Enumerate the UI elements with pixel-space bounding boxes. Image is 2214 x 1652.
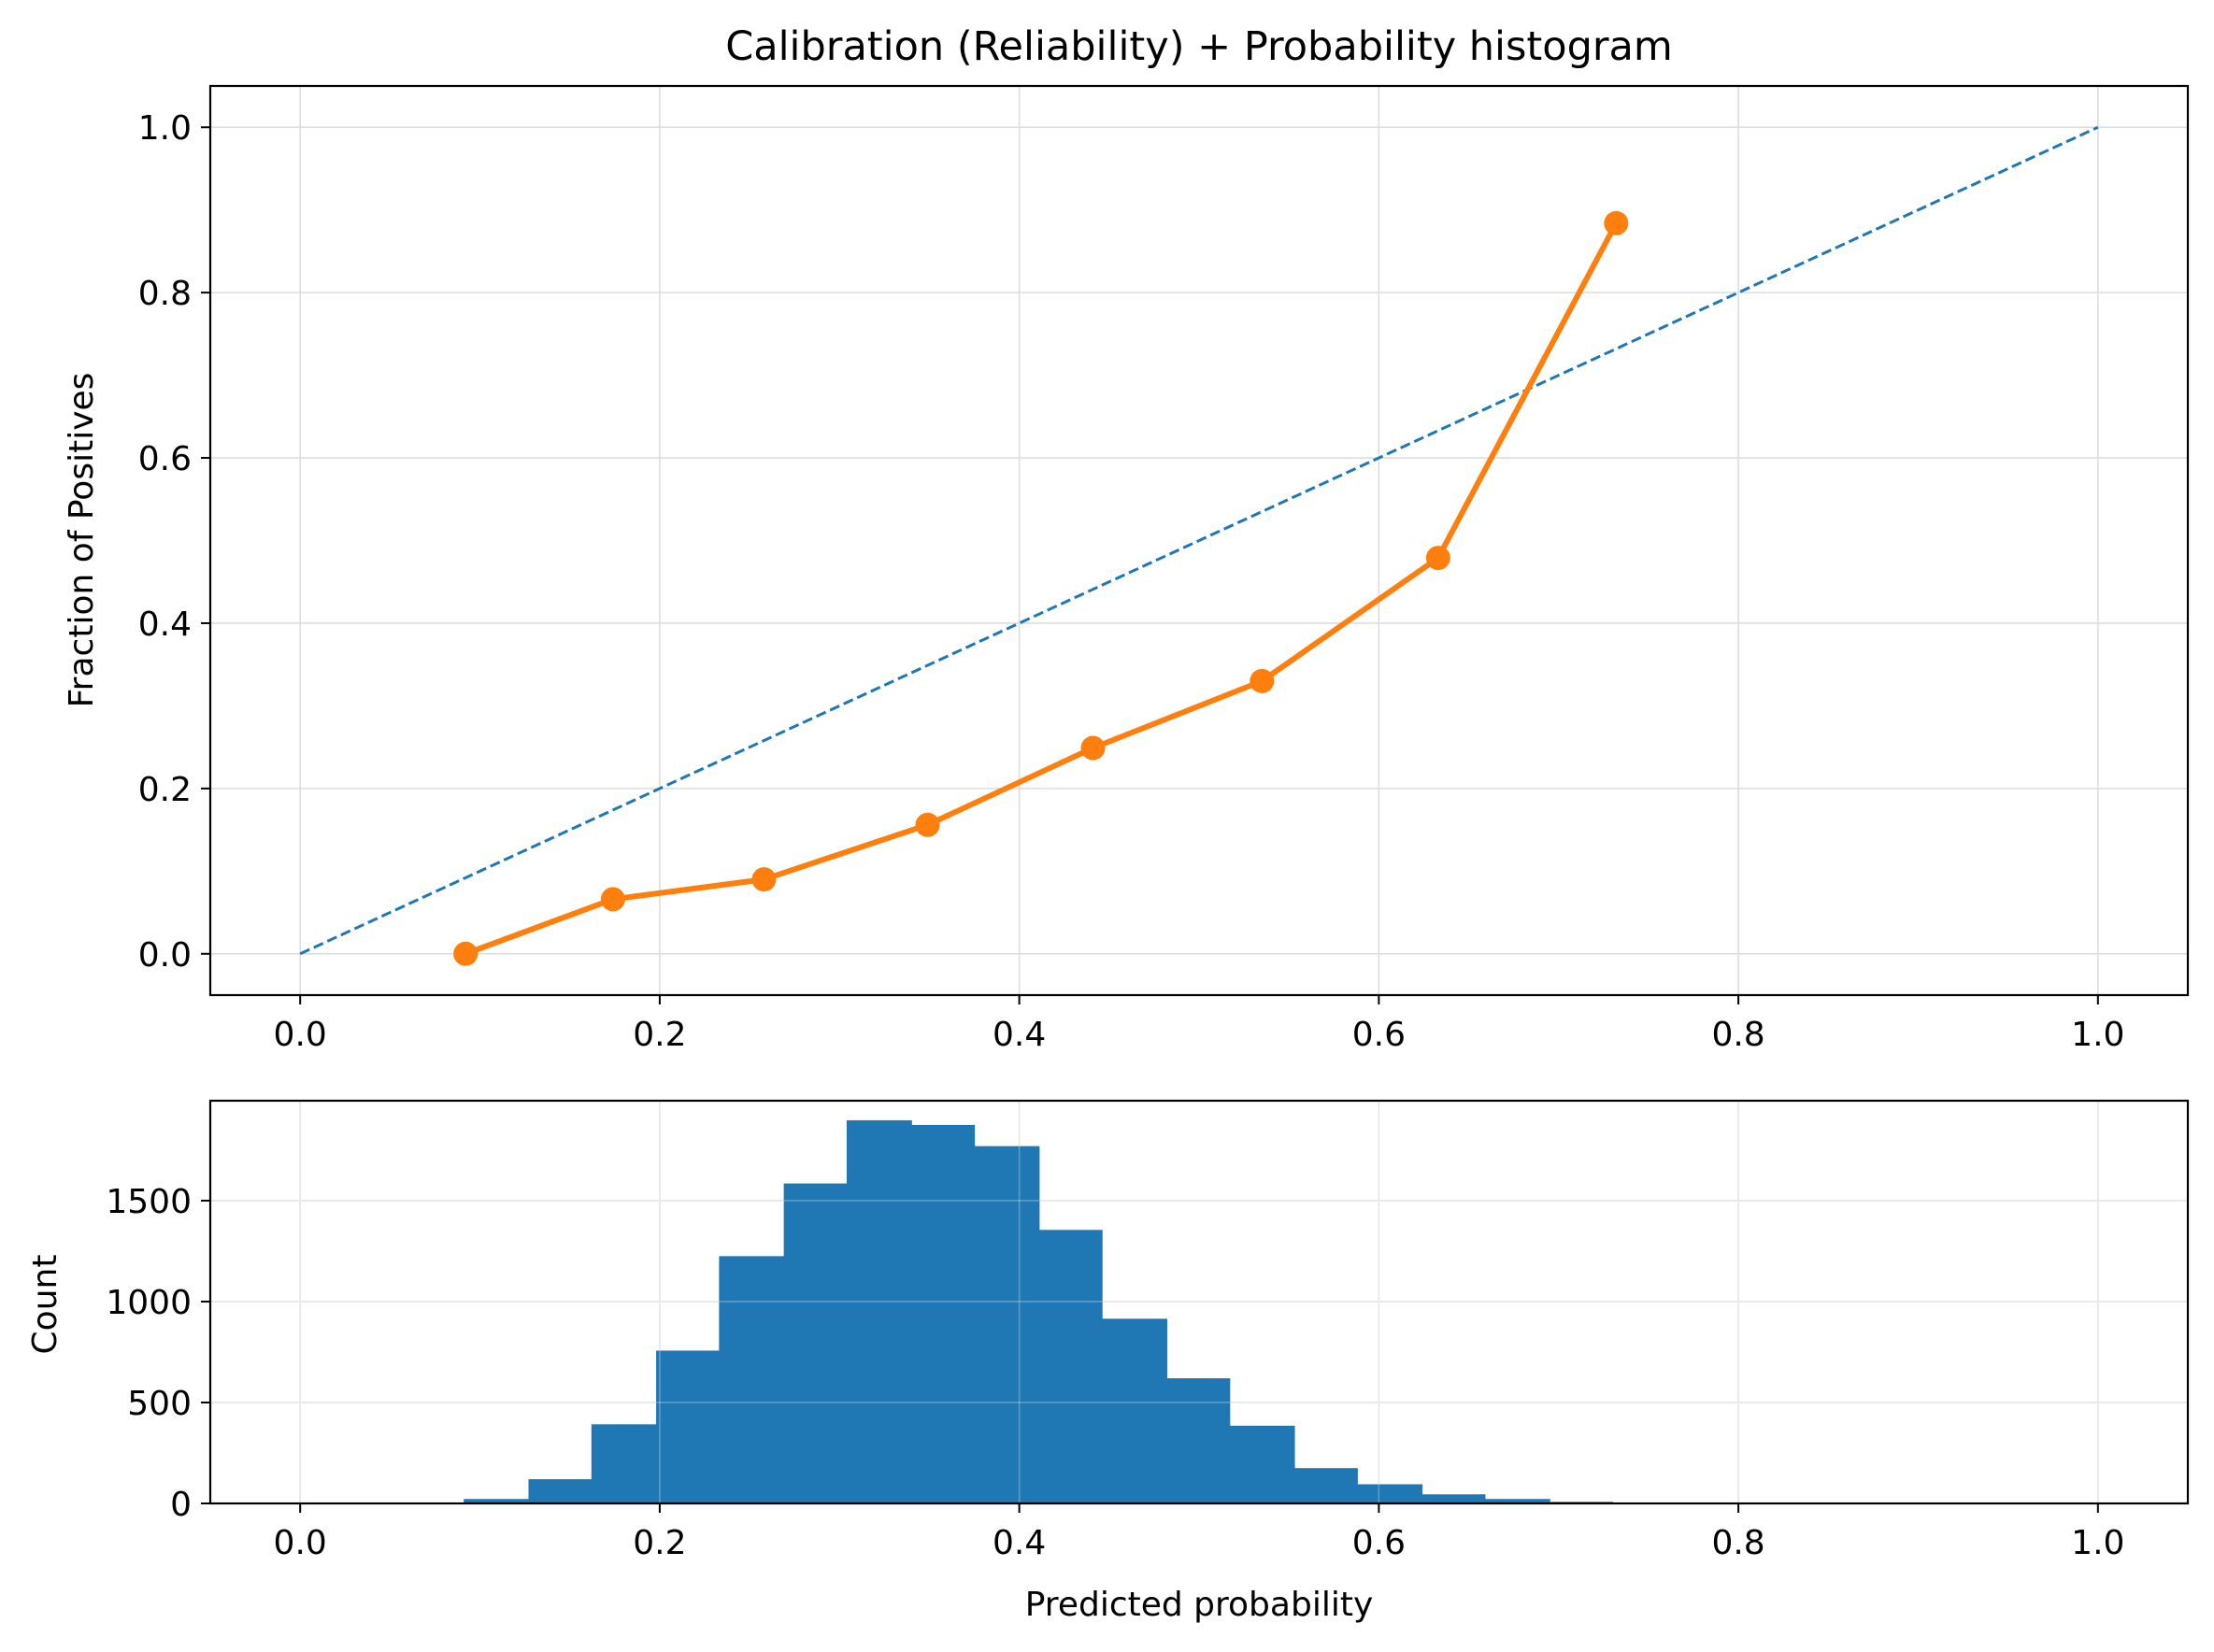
calibration-y-tick-label: 0.4 [138,605,192,644]
calibration-y-tick-label: 0.2 [138,771,192,809]
histogram-bars [464,1119,1614,1503]
histogram-bar [1357,1484,1423,1503]
calibration-x-tick-label: 1.0 [2071,1016,2124,1054]
calibration-point [453,941,479,966]
histogram-bar [1038,1230,1103,1503]
histogram-x-tick-label: 0.0 [274,1524,327,1562]
histogram-bar [1166,1378,1231,1503]
calibration-point [915,812,940,837]
histogram-bar [974,1146,1040,1503]
histogram-y-tick-label: 0 [170,1486,192,1524]
histogram-x-tick-label: 0.2 [633,1524,686,1562]
histogram-bar [783,1183,848,1503]
histogram-bar [528,1479,593,1503]
calibration-panel: 0.0 0.2 0.4 0.6 0.8 1.0 0.0 0.2 0.4 0.6 0.8 1.0 Fra… [63,84,2190,1054]
calibration-point [751,867,777,892]
calibration-point [1250,668,1275,693]
calibration-point [600,887,625,912]
calibration-y-tick-label: 0.0 [138,936,192,975]
calibration-axes-frame [208,84,2190,997]
calibration-point [1604,210,1629,235]
histogram-y-tick-label: 1000 [106,1284,192,1322]
histogram-y-tick-label: 500 [127,1385,192,1423]
histogram-x-tick-label: 0.8 [1711,1524,1764,1562]
calibration-x-tick-label: 0.8 [1711,1016,1764,1054]
histogram-bar [846,1119,912,1503]
histogram-bar [1293,1468,1358,1503]
calibration-y-tick-label: 1.0 [138,109,192,148]
histogram-y-axis-label: Count [26,1255,64,1355]
histogram-bar [1421,1494,1486,1503]
calibration-curve-line [464,221,1619,957]
calibration-x-tick-label: 0.6 [1352,1016,1406,1054]
histogram-panel: 0.0 0.2 0.4 0.6 0.8 1.0 0 500 1000 1500 Count Pre… [26,1099,2190,1624]
histogram-bar [656,1350,720,1503]
calibration-y-tick-label: 0.6 [138,440,192,478]
histogram-bar [719,1256,785,1503]
calibration-point [1080,735,1106,761]
histogram-bar [911,1124,976,1503]
histogram-bar [1484,1499,1550,1503]
calibration-x-tick-label: 0.0 [274,1016,327,1054]
calibration-grid [210,86,2188,995]
calibration-y-tick-label: 0.8 [138,275,192,313]
calibration-x-tick-label: 0.4 [993,1016,1046,1054]
calibration-y-axis-label: Fraction of Positives [63,373,101,708]
histogram-x-tick-label: 0.6 [1352,1524,1406,1562]
calibration-x-tick-label: 0.2 [633,1016,686,1054]
histogram-ticks: 0.0 0.2 0.4 0.6 0.8 1.0 0 500 1000 1500 [106,1183,2124,1562]
calibration-point [1425,546,1450,571]
histogram-bar [1102,1318,1167,1503]
calibration-series [299,125,2099,966]
chart-title: Calibration (Reliability) + Probability … [725,23,1673,70]
histogram-bar [464,1499,530,1503]
histogram-bar [1229,1425,1295,1503]
histogram-y-tick-label: 1500 [106,1183,192,1221]
histogram-bar [591,1424,657,1503]
histogram-x-tick-label: 1.0 [2071,1524,2124,1562]
histogram-x-tick-label: 0.4 [993,1524,1046,1562]
calibration-ticks: 0.0 0.2 0.4 0.6 0.8 1.0 0.0 0.2 0.4 0.6 0.8 1.0 [138,109,2125,1054]
histogram-x-axis-label: Predicted probability [1025,1586,1374,1624]
perfect-calibration-line [299,125,2099,956]
